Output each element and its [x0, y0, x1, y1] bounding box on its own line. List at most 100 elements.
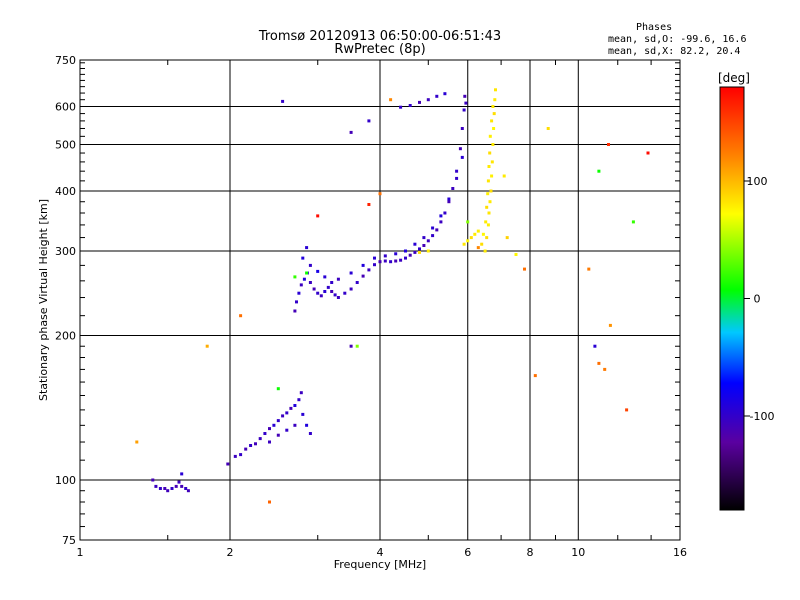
x-tick-label: 4 — [377, 546, 384, 559]
data-point-o — [336, 277, 340, 281]
axis-ticks: 1 2 4 6 8 10 16 75 100 200 300 400 500 600 750 — [55, 54, 687, 559]
data-point-noise — [533, 374, 537, 378]
data-point-o — [383, 259, 387, 263]
data-point-noise — [466, 220, 470, 224]
data-point-o — [272, 423, 276, 427]
data-point-x — [483, 249, 487, 253]
data-point-noise — [367, 203, 371, 206]
data-point-o — [367, 268, 371, 272]
y-tick-label: 75 — [62, 534, 76, 547]
data-point-noise — [597, 361, 601, 365]
stats-line-x: mean, sd,X: 82.2, 20.4 — [608, 46, 741, 57]
data-point-o — [254, 442, 257, 446]
data-point-o — [408, 253, 412, 257]
data-point-o — [333, 293, 337, 297]
data-point-o — [464, 101, 468, 105]
data-point-o — [373, 256, 376, 260]
data-point-noise — [523, 267, 526, 271]
y-axis-label: Stationary phase Virtual Height [km] — [37, 199, 50, 401]
data-point-o — [166, 489, 170, 493]
data-point-noise — [316, 214, 320, 218]
data-point-o — [404, 249, 407, 253]
data-point-o — [180, 472, 184, 476]
data-point-x — [487, 211, 491, 215]
data-point-o — [408, 104, 412, 107]
data-point-x — [489, 189, 493, 193]
data-point-o — [443, 211, 447, 215]
data-point-o — [308, 263, 312, 267]
data-point-o — [305, 246, 309, 250]
data-point-o — [349, 344, 353, 348]
x-tick-label: 1 — [77, 546, 84, 559]
data-point-o — [301, 256, 305, 260]
data-point-x — [469, 236, 473, 240]
data-point-o — [308, 281, 312, 284]
data-point-o — [349, 287, 353, 291]
data-point-o — [289, 406, 293, 410]
y-tick-label: 200 — [55, 330, 76, 343]
data-point-x — [502, 174, 506, 178]
data-point-o — [336, 296, 340, 299]
data-point-x — [488, 200, 492, 204]
data-point-noise — [276, 387, 280, 391]
data-point-o — [184, 487, 188, 490]
data-point-o — [361, 263, 365, 267]
data-point-o — [373, 263, 376, 267]
data-point-noise — [305, 271, 309, 275]
data-point-o — [297, 291, 301, 295]
data-point-x — [473, 232, 477, 236]
data-point-o — [455, 176, 459, 180]
data-point-o — [349, 130, 353, 134]
data-point-x — [485, 236, 489, 240]
data-point-noise — [603, 367, 607, 371]
data-point-noise — [389, 98, 393, 102]
data-point-o — [361, 274, 365, 278]
data-point-noise — [205, 344, 209, 348]
x-tick-label: 10 — [571, 546, 585, 559]
x-axis-label: Frequency [MHz] — [334, 558, 426, 571]
data-point-x — [505, 236, 509, 240]
data-point-x — [486, 192, 490, 196]
data-point-x — [485, 205, 489, 209]
data-point-o — [293, 404, 297, 407]
data-point-o — [435, 94, 439, 98]
data-point-o — [323, 290, 327, 293]
data-point-o — [426, 239, 430, 243]
data-point-x — [491, 143, 495, 146]
data-point-x — [490, 174, 494, 178]
data-point-x — [488, 151, 492, 155]
data-point-o — [180, 484, 184, 488]
data-point-o — [268, 427, 271, 431]
data-point-o — [435, 228, 439, 232]
data-point-o — [268, 440, 271, 444]
data-point-o — [343, 291, 347, 295]
data-point-o — [177, 480, 181, 484]
x-tick-label: 6 — [464, 546, 471, 559]
data-point-noise — [608, 323, 612, 327]
data-point-noise — [597, 169, 601, 173]
data-point-o — [170, 487, 174, 490]
data-point-x — [491, 105, 495, 108]
data-point-o — [276, 433, 280, 437]
data-point-o — [316, 291, 320, 295]
colorbar-unit: [deg] — [718, 71, 750, 85]
x-tick-label: 8 — [527, 546, 534, 559]
data-point-noise — [293, 275, 297, 279]
data-point-o — [431, 226, 435, 230]
data-point-o — [460, 127, 464, 130]
data-point-o — [389, 260, 393, 264]
data-point-noise — [268, 500, 271, 504]
data-point-o — [285, 411, 289, 415]
data-point-x — [490, 119, 494, 123]
colorbar-ticks: 100 0 -100 — [744, 175, 774, 423]
data-point-x — [476, 229, 480, 233]
data-point-o — [418, 100, 421, 104]
data-point-o — [413, 250, 417, 254]
data-point-o — [330, 290, 334, 293]
data-point-o — [455, 169, 459, 173]
data-point-o — [281, 99, 285, 103]
data-point-noise — [587, 267, 591, 271]
data-point-o — [399, 258, 403, 262]
data-point-o — [418, 247, 421, 251]
